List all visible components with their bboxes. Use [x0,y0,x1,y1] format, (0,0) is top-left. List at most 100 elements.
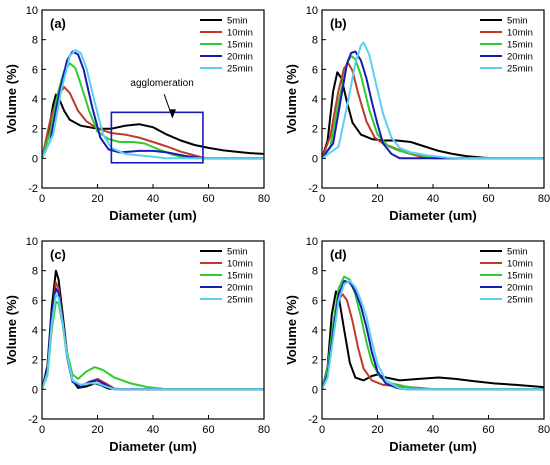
x-axis-label: Diameter (um) [389,208,476,223]
panel-label: (b) [330,16,347,31]
y-tick-label: 6 [312,64,318,76]
x-tick-label: 40 [427,424,439,436]
y-tick-label: 10 [306,236,318,248]
series-line-25min [42,49,264,160]
x-axis-label: Diameter (um) [109,208,196,223]
y-tick-label: 10 [26,5,38,17]
x-tick-label: 60 [202,424,214,436]
y-tick-label: 2 [32,355,38,367]
series-line-20min [42,50,264,160]
legend-label-5min: 5min [227,16,248,27]
legend-label-15min: 15min [227,40,253,51]
series-line-15min [322,275,544,391]
legend-label-10min: 10min [227,259,253,270]
legend-label-25min: 25min [227,64,253,75]
panel-label: (c) [50,247,66,262]
x-axis-label: Diameter (um) [109,439,196,454]
y-tick-label: 8 [312,266,318,278]
legend-label-15min: 15min [507,40,533,51]
series-line-25min [322,280,544,391]
y-tick-label: 8 [312,35,318,47]
series-line-10min [42,86,264,160]
legend-label-5min: 5min [227,247,248,258]
x-tick-label: 40 [147,424,159,436]
y-tick-label: 4 [312,94,318,106]
legend-label-20min: 20min [507,52,533,63]
x-tick-label: 80 [258,193,270,205]
y-tick-label: 2 [312,355,318,367]
annotation-box [110,111,204,164]
panel-label: (d) [330,247,347,262]
x-tick-label: 0 [39,193,45,205]
x-tick-label: 0 [319,424,325,436]
y-axis-label: Volume (%) [284,295,299,365]
x-tick-label: 0 [39,424,45,436]
legend-label-10min: 10min [227,28,253,39]
series-line-15min [42,300,264,391]
legend-label-10min: 10min [507,28,533,39]
legend-label-20min: 20min [507,283,533,294]
y-tick-label: 2 [32,124,38,136]
panel-label: (a) [50,16,66,31]
x-tick-label: 40 [427,193,439,205]
series-line-20min [322,50,544,160]
x-tick-label: 60 [202,193,214,205]
x-tick-label: 20 [91,424,103,436]
legend-label-15min: 15min [227,271,253,282]
y-tick-label: 0 [312,153,318,165]
x-tick-label: 0 [319,193,325,205]
y-tick-label: -2 [28,183,38,195]
y-tick-label: 0 [312,384,318,396]
x-tick-label: 20 [91,193,103,205]
series-line-10min [322,62,544,160]
y-tick-label: 8 [32,266,38,278]
y-tick-label: 6 [32,295,38,307]
annotation-label: agglomeration [130,78,193,89]
series-line-25min [42,293,264,391]
y-tick-label: 4 [32,94,38,106]
x-tick-label: 80 [258,424,270,436]
y-tick-label: -2 [308,183,318,195]
legend-label-5min: 5min [507,247,528,258]
legend-label-10min: 10min [507,259,533,270]
x-tick-label: 40 [147,193,159,205]
legend-label-20min: 20min [227,283,253,294]
x-tick-label: 20 [371,424,383,436]
y-axis-label: Volume (%) [4,64,19,134]
x-tick-label: 60 [482,424,494,436]
y-tick-label: 0 [32,384,38,396]
y-tick-label: 10 [26,236,38,248]
y-tick-label: 8 [32,35,38,47]
legend-label-20min: 20min [227,52,253,63]
y-tick-label: 4 [32,325,38,337]
x-tick-label: 20 [371,193,383,205]
y-tick-label: 6 [312,295,318,307]
legend-label-15min: 15min [507,271,533,282]
y-tick-label: 6 [32,64,38,76]
series-line-5min [322,290,544,390]
y-tick-label: 0 [32,153,38,165]
x-axis-label: Diameter (um) [389,439,476,454]
y-tick-label: 10 [306,5,318,17]
x-tick-label: 60 [482,193,494,205]
y-tick-label: 2 [312,124,318,136]
legend-label-5min: 5min [507,16,528,27]
y-axis-label: Volume (%) [4,295,19,365]
y-axis-label: Volume (%) [284,64,299,134]
x-tick-label: 80 [538,424,550,436]
legend-label-25min: 25min [507,295,533,306]
series-line-15min [322,55,544,160]
legend-label-25min: 25min [227,295,253,306]
annotation-arrow-head [168,109,176,119]
legend-label-25min: 25min [507,64,533,75]
y-tick-label: 4 [312,325,318,337]
y-tick-label: -2 [308,414,318,426]
series-line-25min [322,41,544,160]
x-tick-label: 80 [538,193,550,205]
y-tick-label: -2 [28,414,38,426]
